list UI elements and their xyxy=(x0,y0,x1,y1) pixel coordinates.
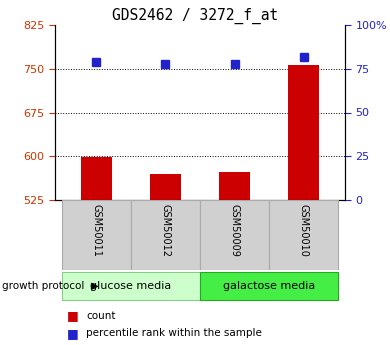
Bar xyxy=(288,65,319,200)
Text: percentile rank within the sample: percentile rank within the sample xyxy=(86,328,262,338)
Text: GSM50011: GSM50011 xyxy=(91,204,101,256)
FancyBboxPatch shape xyxy=(200,272,338,300)
Text: ■: ■ xyxy=(67,327,78,339)
Text: count: count xyxy=(86,311,116,321)
FancyBboxPatch shape xyxy=(131,200,200,270)
Bar xyxy=(219,172,250,200)
Text: GSM50012: GSM50012 xyxy=(160,204,170,256)
Bar xyxy=(81,157,112,200)
Text: GDS2462 / 3272_f_at: GDS2462 / 3272_f_at xyxy=(112,8,278,24)
Text: growth protocol  ▶: growth protocol ▶ xyxy=(2,281,99,291)
FancyBboxPatch shape xyxy=(269,200,338,270)
FancyBboxPatch shape xyxy=(200,200,269,270)
Text: galactose media: galactose media xyxy=(223,281,315,291)
Text: ■: ■ xyxy=(67,309,78,322)
Text: glucose media: glucose media xyxy=(90,281,172,291)
FancyBboxPatch shape xyxy=(62,272,200,300)
FancyBboxPatch shape xyxy=(62,200,131,270)
Bar xyxy=(150,174,181,200)
Text: GSM50009: GSM50009 xyxy=(230,204,239,256)
Text: GSM50010: GSM50010 xyxy=(299,204,308,256)
